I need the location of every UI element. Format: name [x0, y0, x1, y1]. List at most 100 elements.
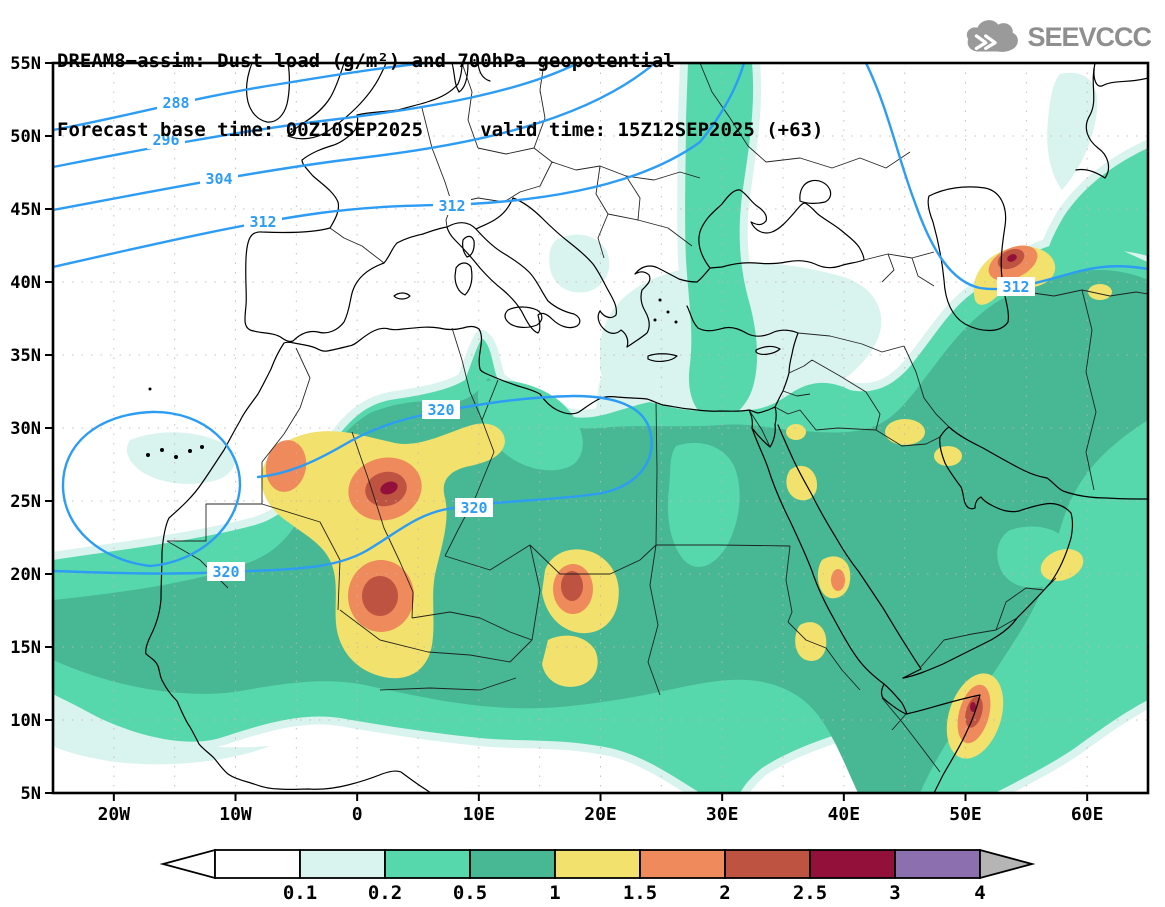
colorbar-segment: [724, 849, 811, 879]
geopotential-label: 312: [438, 197, 465, 215]
dust-load-layer: [53, 63, 1148, 793]
map-content: 288 296 304 312 312 320 320 320 312: [53, 63, 1148, 793]
geopotential-contour-320-canary-low: [61, 410, 242, 568]
dust-area: [477, 380, 583, 471]
lon-tick-label: 40E: [828, 804, 861, 825]
dust-area: [1007, 254, 1017, 262]
geopotential-label-box: [455, 498, 493, 517]
dust-area: [561, 571, 583, 601]
geopotential-label: 320: [427, 401, 454, 419]
colorbar-tick-label: 3: [889, 882, 900, 904]
dust-area: [549, 234, 610, 293]
colorbar-tick-label: 2.5: [793, 882, 827, 904]
colorbar-tick-label: 2: [719, 882, 730, 904]
map-title: DREAM8−assim: Dust load (g/m²) and 700hP…: [57, 50, 675, 72]
lon-tick-label: 30E: [706, 804, 739, 825]
colorbar-tick-label: 0.1: [283, 882, 317, 904]
geopotential-label: 288: [162, 94, 189, 112]
colorbar-segment: [894, 849, 981, 879]
lat-tick-label: 40N: [10, 273, 41, 293]
dust-area: [1088, 284, 1112, 300]
lat-tick-label: 5N: [21, 784, 41, 804]
lat-tick-label: 25N: [10, 492, 41, 512]
colorbar-tick-label: 1.5: [623, 882, 657, 904]
dust-area: [667, 442, 740, 567]
dust-area: [934, 446, 962, 466]
dust-area: [380, 481, 398, 495]
geopotential-labels: 288 296 304 312 312 320 320 320 312: [147, 93, 1035, 581]
colorbar-segment: [639, 849, 726, 879]
geopotential-label-box: [147, 130, 185, 149]
geopotential-label-box: [244, 212, 282, 231]
geopotential-contour-320: [53, 394, 653, 575]
dust-area: [53, 690, 270, 765]
country-borders-layer: [166, 63, 1148, 773]
dust-area: [970, 702, 976, 712]
dust-area: [542, 635, 598, 687]
geopotential-label-box: [200, 169, 238, 188]
lon-tick-label: 10W: [219, 804, 252, 825]
dust-load-colorbar: 0.1 0.2 0.5 1 1.5 2 2.5 3 4: [159, 848, 1036, 904]
colorbar-segment: [299, 849, 386, 879]
dust-area: [786, 465, 818, 501]
dust-area: [126, 432, 236, 484]
geopotential-label: 304: [205, 170, 232, 188]
geopotential-label: 320: [212, 563, 239, 581]
geopotential-label-box: [433, 196, 471, 215]
colorbar-tick-label: 1: [549, 882, 560, 904]
geopotential-contour-312-east: [864, 63, 1148, 291]
lon-tick-label: 60E: [1071, 804, 1104, 825]
dust-area: [53, 270, 1148, 793]
lat-tick-label: 50N: [10, 127, 41, 147]
lat-tick-label: 10N: [10, 711, 41, 731]
colorbar-tick-label: 0.2: [368, 882, 402, 904]
lat-tick-label: 55N: [10, 54, 41, 74]
lat-tick-label: 45N: [10, 200, 41, 220]
lon-tick-label: 20W: [98, 804, 131, 825]
cloud-logo-icon: [967, 20, 1019, 52]
colorbar-underflow-arrow: [159, 848, 216, 880]
coastlines-layer: [145, 63, 1148, 793]
colorbar-segment: [554, 849, 641, 879]
lat-tick-label: 35N: [10, 346, 41, 366]
colorbar-overflow-arrow: [979, 848, 1036, 880]
seevccc-logo: SEEVCCC: [964, 16, 1152, 58]
lon-tick-label: 0: [352, 804, 363, 825]
dust-area: [605, 315, 641, 350]
dust-area: [831, 569, 845, 591]
lat-tick-label: 30N: [10, 419, 41, 439]
geopotential-label: 296: [152, 131, 179, 149]
geopotential-contour-288: [53, 63, 430, 132]
dust-area: [1040, 549, 1084, 581]
dust-area: [786, 424, 806, 440]
dust-area: [1047, 72, 1098, 190]
lon-tick-label: 20E: [584, 804, 617, 825]
lon-tick-label: 50E: [949, 804, 982, 825]
colorbar-segment: [469, 849, 556, 879]
colorbar-tick-label: 4: [974, 882, 985, 904]
lon-tick-label: 10E: [463, 804, 496, 825]
lat-tick-label: 20N: [10, 565, 41, 585]
logo-text: SEEVCCC: [1027, 21, 1152, 52]
lat-tick-label: 15N: [10, 638, 41, 658]
geopotential-label-box: [997, 277, 1035, 296]
dust-area: [362, 576, 398, 616]
axes-layer: 55N 50N 45N 40N 35N 30N 25N 20N 15N 10N 5N 20W 10W 0 1…: [10, 54, 1103, 825]
geopotential-label-box: [157, 93, 195, 112]
geopotential-label: 312: [249, 213, 276, 231]
colorbar-segment: [214, 849, 301, 879]
geopotential-label: 320: [460, 499, 487, 517]
colorbar-segment: [809, 849, 896, 879]
colorbar-segment: [384, 849, 471, 879]
geopotential-label-box: [207, 562, 245, 581]
header: DREAM8−assim: Dust load (g/m²) and 700hP…: [57, 4, 823, 188]
map-subtitle: Forecast base time: 00Z10SEP2025 valid t…: [57, 119, 824, 141]
geopotential-label-box: [422, 400, 460, 419]
geopotential-label: 312: [1002, 278, 1029, 296]
dust-area: [885, 419, 925, 445]
dust-area: [261, 423, 505, 679]
geopotential-contour-304: [53, 63, 657, 212]
dust-area: [965, 696, 983, 728]
